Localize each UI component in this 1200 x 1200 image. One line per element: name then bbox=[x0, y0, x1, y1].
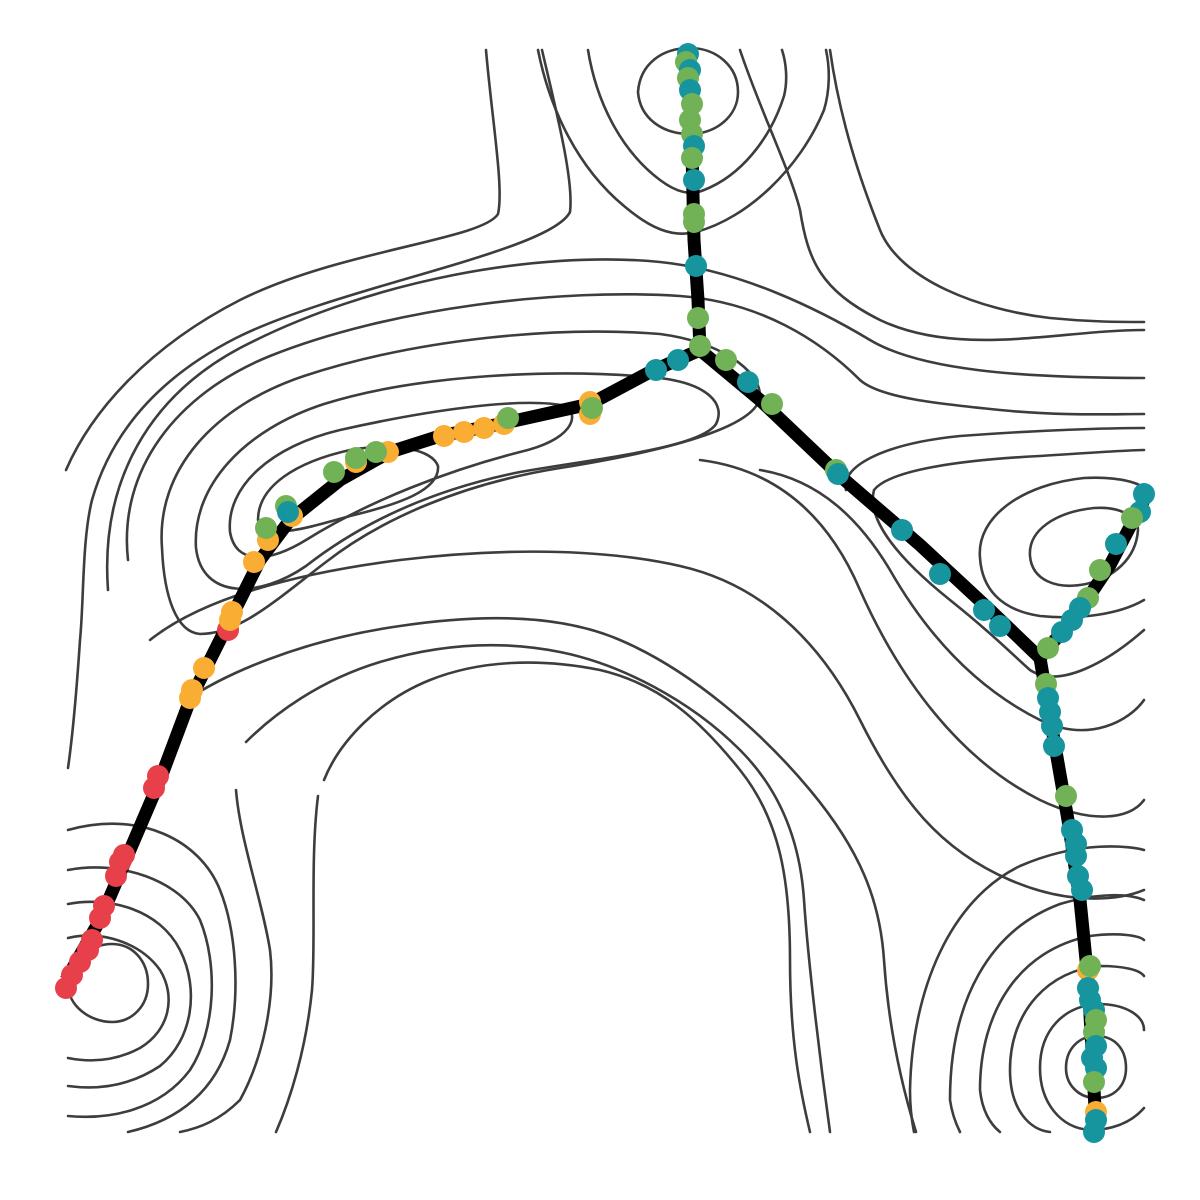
contour-line bbox=[105, 258, 1146, 592]
cell-point-teal bbox=[685, 255, 707, 277]
cell-point-teal bbox=[645, 359, 667, 381]
cell-point-teal bbox=[1041, 715, 1063, 737]
contour-line bbox=[636, 46, 740, 136]
contour-line bbox=[978, 933, 1146, 1134]
cell-point-green bbox=[1055, 785, 1077, 807]
cell-point-green bbox=[323, 461, 345, 483]
contour-line bbox=[194, 372, 720, 591]
contour-line bbox=[978, 476, 1146, 619]
cell-point-teal bbox=[683, 169, 705, 191]
cell-point-green bbox=[681, 93, 703, 115]
cell-point-teal bbox=[929, 563, 951, 585]
cell-point-green bbox=[1083, 1071, 1105, 1093]
cell-point-red bbox=[93, 895, 115, 917]
cell-point-green bbox=[1089, 559, 1111, 581]
cell-point-green bbox=[1079, 955, 1101, 977]
cell-point-orange bbox=[221, 601, 243, 623]
contour-line bbox=[66, 934, 170, 1062]
cell-point-teal bbox=[1105, 533, 1127, 555]
contour-line bbox=[66, 900, 193, 1089]
cell-point-green bbox=[687, 307, 709, 329]
cell-point-orange bbox=[453, 421, 475, 443]
contour-line bbox=[828, 48, 1146, 324]
contour-line bbox=[160, 330, 762, 636]
cell-point-red bbox=[147, 765, 169, 787]
contour-line bbox=[64, 48, 501, 472]
cell-point-red bbox=[81, 929, 103, 951]
cell-point-green bbox=[689, 335, 711, 357]
contour-line bbox=[274, 794, 320, 1134]
contour-line bbox=[228, 401, 574, 559]
cell-point-green bbox=[681, 147, 703, 169]
cell-point-teal bbox=[277, 501, 299, 523]
cell-point-teal bbox=[1043, 735, 1065, 757]
cell-point-green bbox=[497, 407, 519, 429]
contour-line bbox=[256, 445, 440, 533]
cell-point-green bbox=[345, 447, 367, 469]
cell-point-green bbox=[683, 211, 705, 233]
cell-point-green bbox=[365, 441, 387, 463]
cell-point-green bbox=[1121, 507, 1143, 529]
cell-point-teal bbox=[1051, 621, 1073, 643]
contour-line bbox=[1028, 506, 1140, 587]
contour-line bbox=[871, 448, 1146, 678]
cell-point-orange bbox=[181, 679, 203, 701]
cell-point-teal bbox=[667, 349, 689, 371]
contour-line bbox=[908, 845, 1146, 1134]
cell-point-teal bbox=[973, 599, 995, 621]
cell-point-teal bbox=[891, 519, 913, 541]
cell-point-teal bbox=[827, 463, 849, 485]
contour-line bbox=[178, 788, 273, 1134]
contour-line bbox=[586, 48, 788, 194]
cell-points bbox=[55, 43, 1155, 1143]
cell-point-orange bbox=[433, 425, 455, 447]
contour-line bbox=[738, 48, 1146, 342]
contour-line bbox=[698, 458, 1146, 818]
contour-line bbox=[758, 468, 1146, 732]
contour-line bbox=[844, 426, 1146, 492]
cell-point-green bbox=[581, 397, 603, 419]
cell-point-teal bbox=[737, 371, 759, 393]
cell-point-green bbox=[255, 517, 277, 539]
cell-point-teal bbox=[989, 615, 1011, 637]
cell-point-teal bbox=[1065, 845, 1087, 867]
cell-point-green bbox=[761, 393, 783, 415]
density-contours bbox=[64, 46, 1146, 1134]
cell-point-teal bbox=[1071, 879, 1093, 901]
cell-point-teal bbox=[1083, 1121, 1105, 1143]
contour-line bbox=[182, 617, 918, 1134]
contour-line bbox=[1008, 964, 1146, 1134]
cell-point-red bbox=[113, 844, 135, 866]
contour-line bbox=[948, 893, 1146, 1134]
cell-point-orange bbox=[193, 657, 215, 679]
cell-point-orange bbox=[243, 551, 265, 573]
contour-line bbox=[66, 866, 214, 1119]
contour-line bbox=[1064, 1034, 1128, 1100]
cell-point-orange bbox=[473, 417, 495, 439]
contour-line bbox=[66, 822, 237, 1134]
contour-line bbox=[322, 661, 812, 1134]
contour-line bbox=[148, 550, 1146, 900]
contour-line bbox=[66, 48, 572, 770]
cell-point-teal bbox=[1133, 483, 1155, 505]
cell-point-green bbox=[1037, 637, 1059, 659]
contour-line bbox=[244, 643, 832, 1134]
cell-point-green bbox=[715, 349, 737, 371]
